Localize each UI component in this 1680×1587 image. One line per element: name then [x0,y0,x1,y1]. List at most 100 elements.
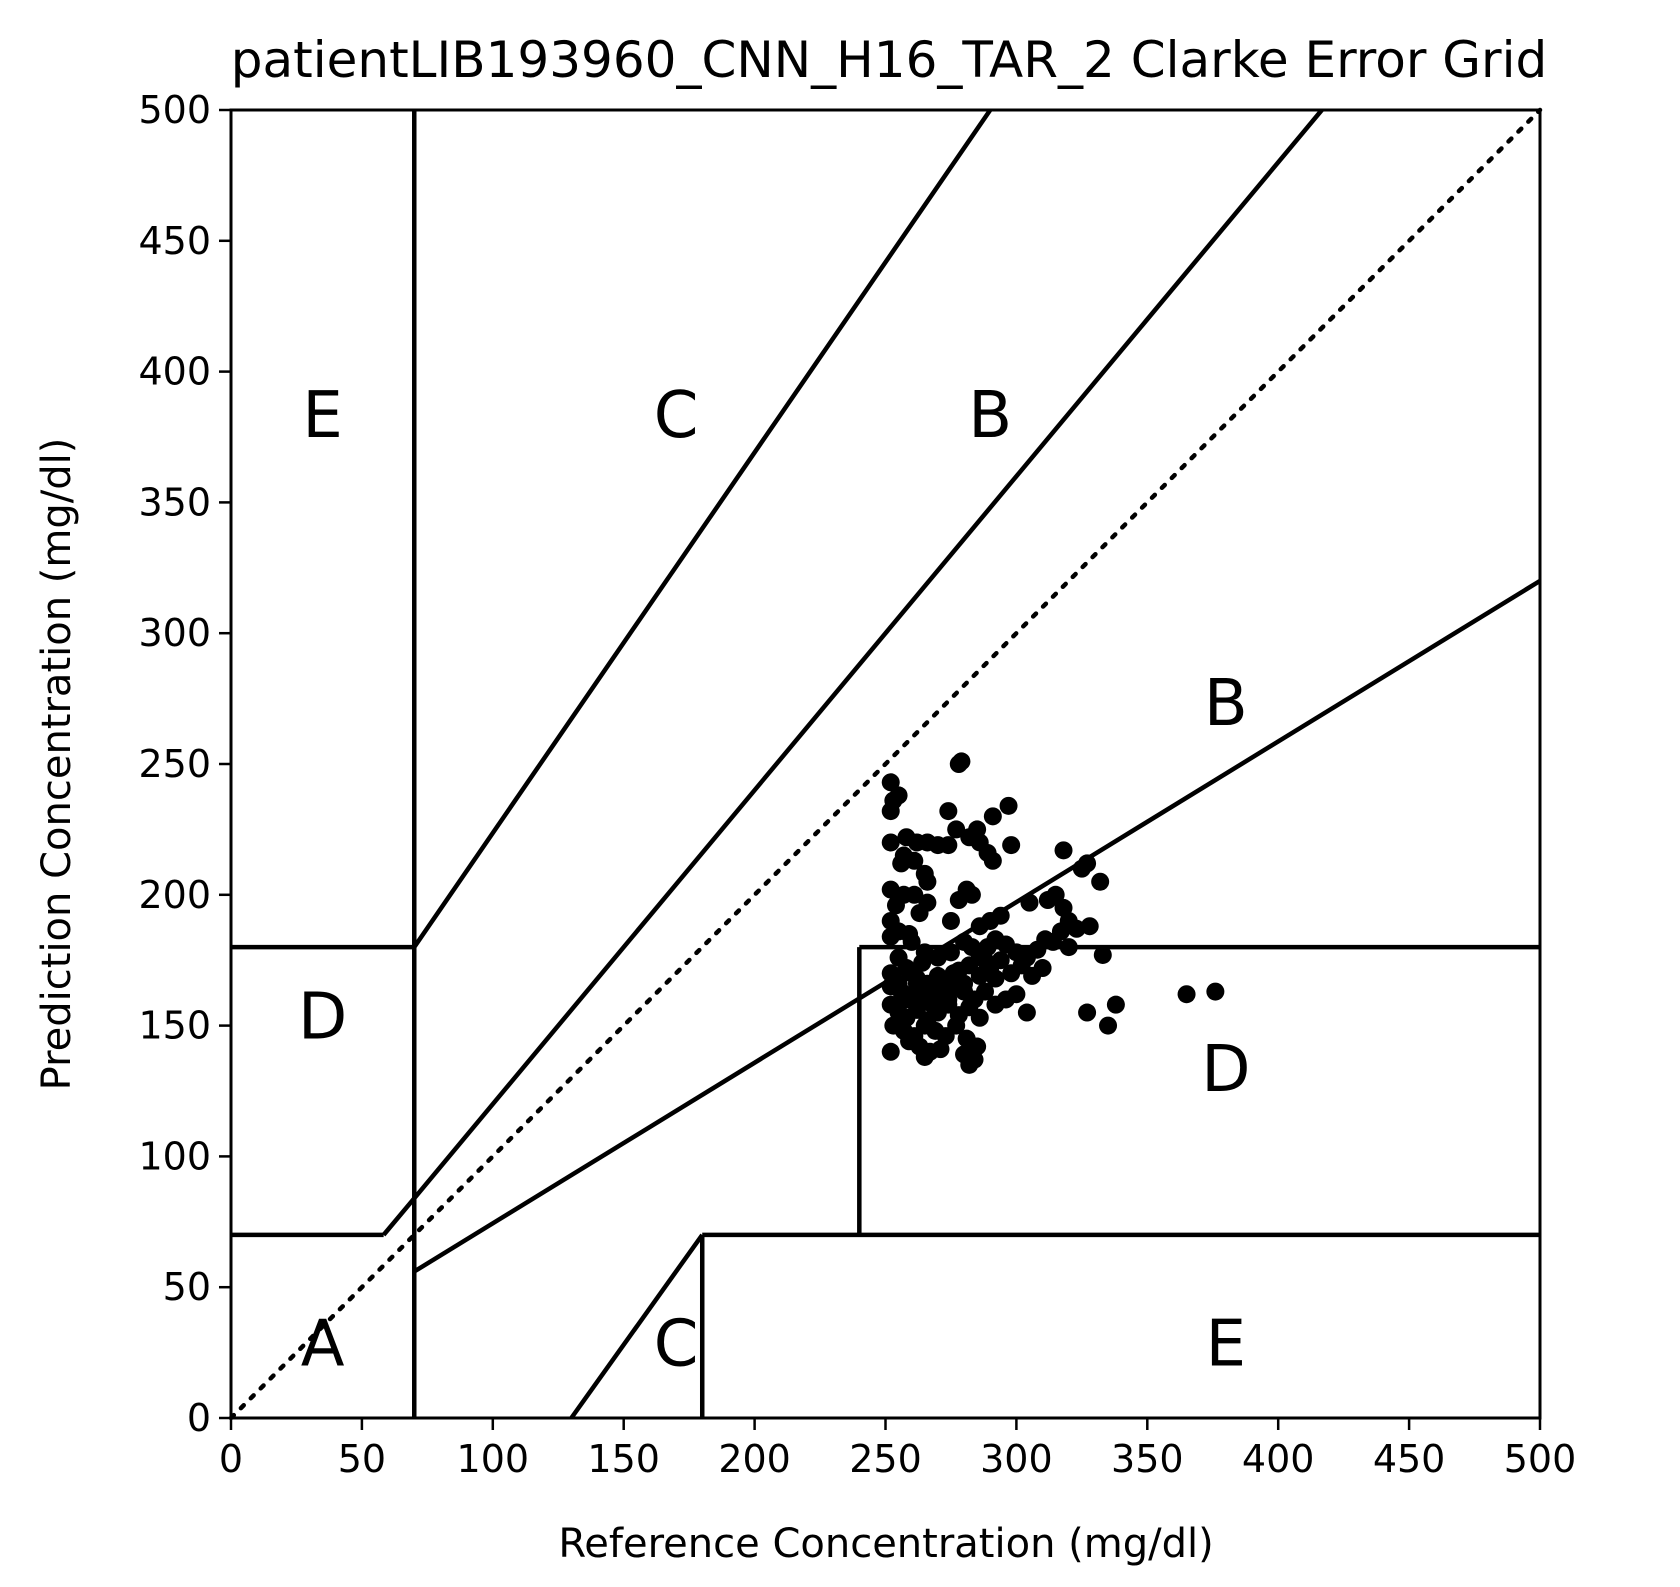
data-point-30 [905,885,924,904]
data-point-145 [897,990,916,1009]
data-point-133 [1106,995,1125,1014]
x-tick-label-10: 500 [1504,1437,1577,1481]
data-point-41 [881,927,900,946]
data-point-119 [947,1016,966,1035]
x-axis-ticks: 0 50 100 150 200 250 300 350 400 450 500 [219,1418,1576,1481]
data-point-98 [975,982,994,1001]
data-point-131 [1078,1003,1097,1022]
y-tick-label-2: 100 [138,1134,211,1178]
data-point-141 [955,974,974,993]
x-tick-label-5: 250 [849,1437,922,1481]
data-point-70 [1051,922,1070,941]
y-tick-label-0: 0 [187,1396,211,1440]
x-tick-label-1: 50 [338,1437,386,1481]
x-axis-label: Reference Concentration (mg/dl) [558,1521,1213,1567]
zone-label-b-2: B [1204,667,1248,741]
data-point-10 [947,820,966,839]
zone-label-b-1: B [968,379,1012,453]
data-point-36 [910,904,929,923]
data-points [881,752,1225,1074]
zone-boundary-line-1 [381,1196,416,1237]
x-tick-label-6: 300 [980,1437,1053,1481]
data-point-6 [939,802,958,821]
data-point-3 [881,802,900,821]
zone-label-d-5: D [298,981,347,1055]
data-point-134 [1177,985,1196,1004]
data-point-35 [886,896,905,915]
y-tick-label-9: 450 [138,219,211,263]
data-point-53 [1091,872,1110,891]
data-point-51 [1080,917,1099,936]
data-point-8 [983,807,1002,826]
data-point-14 [983,851,1002,870]
data-point-126 [881,1042,900,1061]
data-point-44 [991,906,1010,925]
data-point-142 [975,951,994,970]
x-tick-label-7: 350 [1111,1437,1184,1481]
zone-boundary-line-2 [412,108,1324,1200]
data-point-54 [1072,859,1091,878]
data-point-137 [913,953,932,972]
y-tick-label-8: 400 [138,350,211,394]
data-point-27 [918,872,937,891]
y-axis-ticks: 0 50 100 150 200 250 300 350 400 450 500 [138,88,231,1440]
identity-line-group [228,107,1543,1421]
y-tick-label-6: 300 [138,611,211,655]
x-tick-label-8: 400 [1242,1437,1315,1481]
data-point-146 [907,974,926,993]
data-point-144 [889,974,908,993]
zone-boundary-line-7 [569,1233,705,1420]
x-tick-label-0: 0 [219,1437,243,1481]
y-tick-label-10: 500 [138,88,211,132]
data-point-143 [986,969,1005,988]
y-tick-label-7: 350 [138,480,211,524]
x-tick-label-2: 100 [457,1437,530,1481]
data-point-71 [1059,938,1078,957]
data-point-130 [965,1050,984,1069]
data-point-17 [881,833,900,852]
data-point-72 [1093,945,1112,964]
data-point-149 [939,990,958,1009]
zone-label-e-8: E [1206,1308,1246,1382]
data-point-84 [991,951,1010,970]
y-axis-label: Prediction Concentration (mg/dl) [34,438,80,1091]
y-tick-label-4: 200 [138,873,211,917]
data-point-135 [1206,982,1225,1001]
zone-labels: A B B C C D D E E [298,379,1250,1382]
data-point-34 [962,885,981,904]
y-tick-label-5: 250 [138,742,211,786]
data-point-88 [1033,959,1052,978]
data-point-58 [941,943,960,962]
data-point-125 [931,1040,950,1059]
data-point-127 [915,1047,934,1066]
zone-label-c-3: C [654,379,699,453]
x-tick-label-3: 150 [587,1437,660,1481]
data-point-5 [952,752,971,771]
data-point-22 [939,836,958,855]
data-point-2 [889,786,908,805]
data-point-15 [1002,836,1021,855]
data-point-16 [1054,841,1073,860]
data-point-0 [881,773,900,792]
data-point-47 [1046,885,1065,904]
y-tick-label-3: 150 [138,1004,211,1048]
zone-label-c-4: C [654,1308,699,1382]
x-tick-label-4: 200 [718,1437,791,1481]
y-tick-label-1: 50 [163,1265,211,1309]
x-tick-label-9: 450 [1373,1437,1446,1481]
data-point-102 [1017,1003,1036,1022]
chart-title: patientLIB193960_CNN_H16_TAR_2 Clarke Er… [231,31,1547,89]
data-point-7 [999,796,1018,815]
data-point-25 [905,851,924,870]
data-point-45 [1020,893,1039,912]
zone-boundary-line-3 [412,108,993,949]
data-point-101 [1007,985,1026,1004]
data-point-112 [970,1008,989,1027]
zone-label-d-6: D [1201,1033,1250,1107]
zone-label-a-0: A [301,1308,345,1382]
data-point-55 [902,932,921,951]
data-point-37 [941,911,960,930]
zone-label-e-7: E [302,379,342,453]
